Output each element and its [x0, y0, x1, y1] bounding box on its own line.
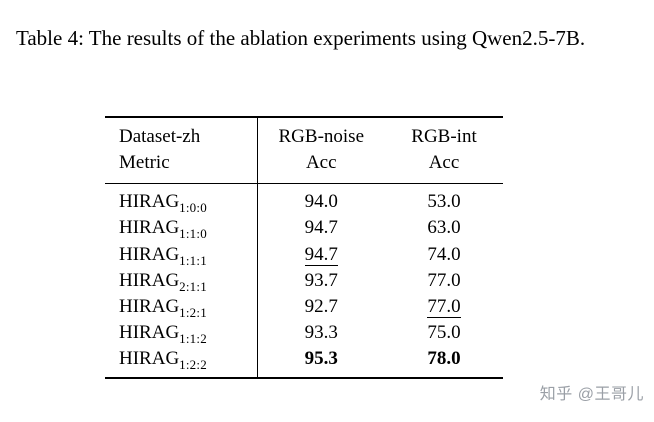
- method-subscript: 1:1:0: [179, 226, 207, 242]
- table-row: HIRAG1:1:2 93.3 75.0: [105, 319, 503, 346]
- method-cell: HIRAG2:1:1: [105, 267, 258, 294]
- value: 74.0: [427, 243, 461, 265]
- method-cell: HIRAG1:1:0: [105, 214, 258, 242]
- table-body: HIRAG1:0:0 94.0 53.0 HIRAG1:1:0 94.7 63.0 HIRA…: [105, 183, 503, 379]
- method-cell: HIRAG1:2:2: [105, 345, 258, 379]
- method-name: HIRAG: [119, 295, 180, 317]
- rgb-noise-value-cell: 94.0: [257, 184, 385, 215]
- value: 77.0: [427, 295, 461, 319]
- header-rgb-int: RGB-int Acc: [385, 117, 503, 185]
- rgb-noise-value-cell: 93.3: [257, 320, 385, 346]
- watermark: 知乎 @王哥儿: [539, 386, 644, 403]
- method-subscript: 1:0:0: [179, 200, 207, 216]
- method-subscript: 1:1:1: [179, 252, 207, 268]
- header-dataset-metric: Dataset-zh Metric: [105, 117, 258, 185]
- table-row: HIRAG1:0:0 94.0 53.0: [105, 183, 503, 216]
- header-rgb-int-label: RGB-int: [411, 126, 477, 147]
- method-name: HIRAG: [119, 348, 180, 370]
- value: 93.7: [304, 269, 338, 291]
- rgb-int-value-cell: 74.0: [385, 241, 503, 267]
- table-row: HIRAG1:1:1 94.7 74.0: [105, 241, 503, 268]
- method-subscript: 1:2:2: [179, 357, 207, 373]
- method-name: HIRAG: [119, 191, 180, 213]
- value: 77.0: [427, 269, 461, 291]
- method-name: HIRAG: [119, 322, 180, 344]
- header-row: Dataset-zh Metric RGB-noise Acc RGB-int …: [105, 117, 503, 185]
- header-rgb-noise-acc: Acc: [305, 151, 337, 173]
- header-dataset-zh: Dataset-zh: [119, 126, 201, 147]
- ablation-results-table: Dataset-zh Metric RGB-noise Acc RGB-int …: [105, 116, 503, 380]
- value: 63.0: [427, 217, 461, 239]
- table-row: HIRAG1:1:0 94.7 63.0: [105, 214, 503, 242]
- method-name: HIRAG: [119, 217, 180, 239]
- rgb-noise-value-cell: 94.7: [257, 215, 385, 241]
- rgb-int-value-cell: 77.0: [385, 267, 503, 293]
- value: 94.0: [304, 191, 338, 213]
- method-name: HIRAG: [119, 269, 180, 291]
- rgb-int-value-cell: 77.0: [385, 293, 503, 319]
- table-caption: Table 4: The results of the ablation exp…: [16, 26, 586, 50]
- header-rgb-noise-label: RGB-noise: [278, 126, 365, 147]
- method-subscript: 2:1:1: [179, 278, 207, 294]
- rgb-int-value-cell: 78.0: [385, 346, 503, 379]
- rgb-int-value-cell: 75.0: [385, 320, 503, 346]
- method-cell: HIRAG1:0:0: [105, 183, 258, 216]
- rgb-noise-value-cell: 95.3: [257, 346, 385, 379]
- method-subscript: 1:2:1: [179, 304, 207, 320]
- header-metric: Metric: [119, 151, 170, 173]
- method-subscript: 1:1:2: [179, 330, 207, 346]
- table-row: HIRAG2:1:1 93.7 77.0: [105, 267, 503, 294]
- value: 93.3: [304, 322, 338, 344]
- rgb-noise-value-cell: 93.7: [257, 267, 385, 293]
- value: 94.7: [304, 243, 338, 267]
- rgb-int-value-cell: 53.0: [385, 184, 503, 215]
- value: 78.0: [427, 348, 461, 370]
- method-cell: HIRAG1:2:1: [105, 293, 258, 320]
- rgb-int-value-cell: 63.0: [385, 215, 503, 241]
- value: 53.0: [427, 191, 461, 213]
- rgb-noise-value-cell: 94.7: [257, 241, 385, 267]
- value: 92.7: [304, 295, 338, 317]
- table-row: HIRAG1:2:2 95.3 78.0: [105, 345, 503, 379]
- table-row: HIRAG1:2:1 92.7 77.0: [105, 293, 503, 320]
- header-rgb-noise: RGB-noise Acc: [257, 117, 385, 185]
- value: 94.7: [304, 217, 338, 239]
- method-cell: HIRAG1:1:2: [105, 319, 258, 346]
- rgb-noise-value-cell: 92.7: [257, 293, 385, 319]
- header-rgb-int-acc: Acc: [428, 151, 460, 173]
- method-name: HIRAG: [119, 243, 180, 265]
- value: 95.3: [304, 348, 338, 370]
- method-cell: HIRAG1:1:1: [105, 241, 258, 268]
- value: 75.0: [427, 322, 461, 344]
